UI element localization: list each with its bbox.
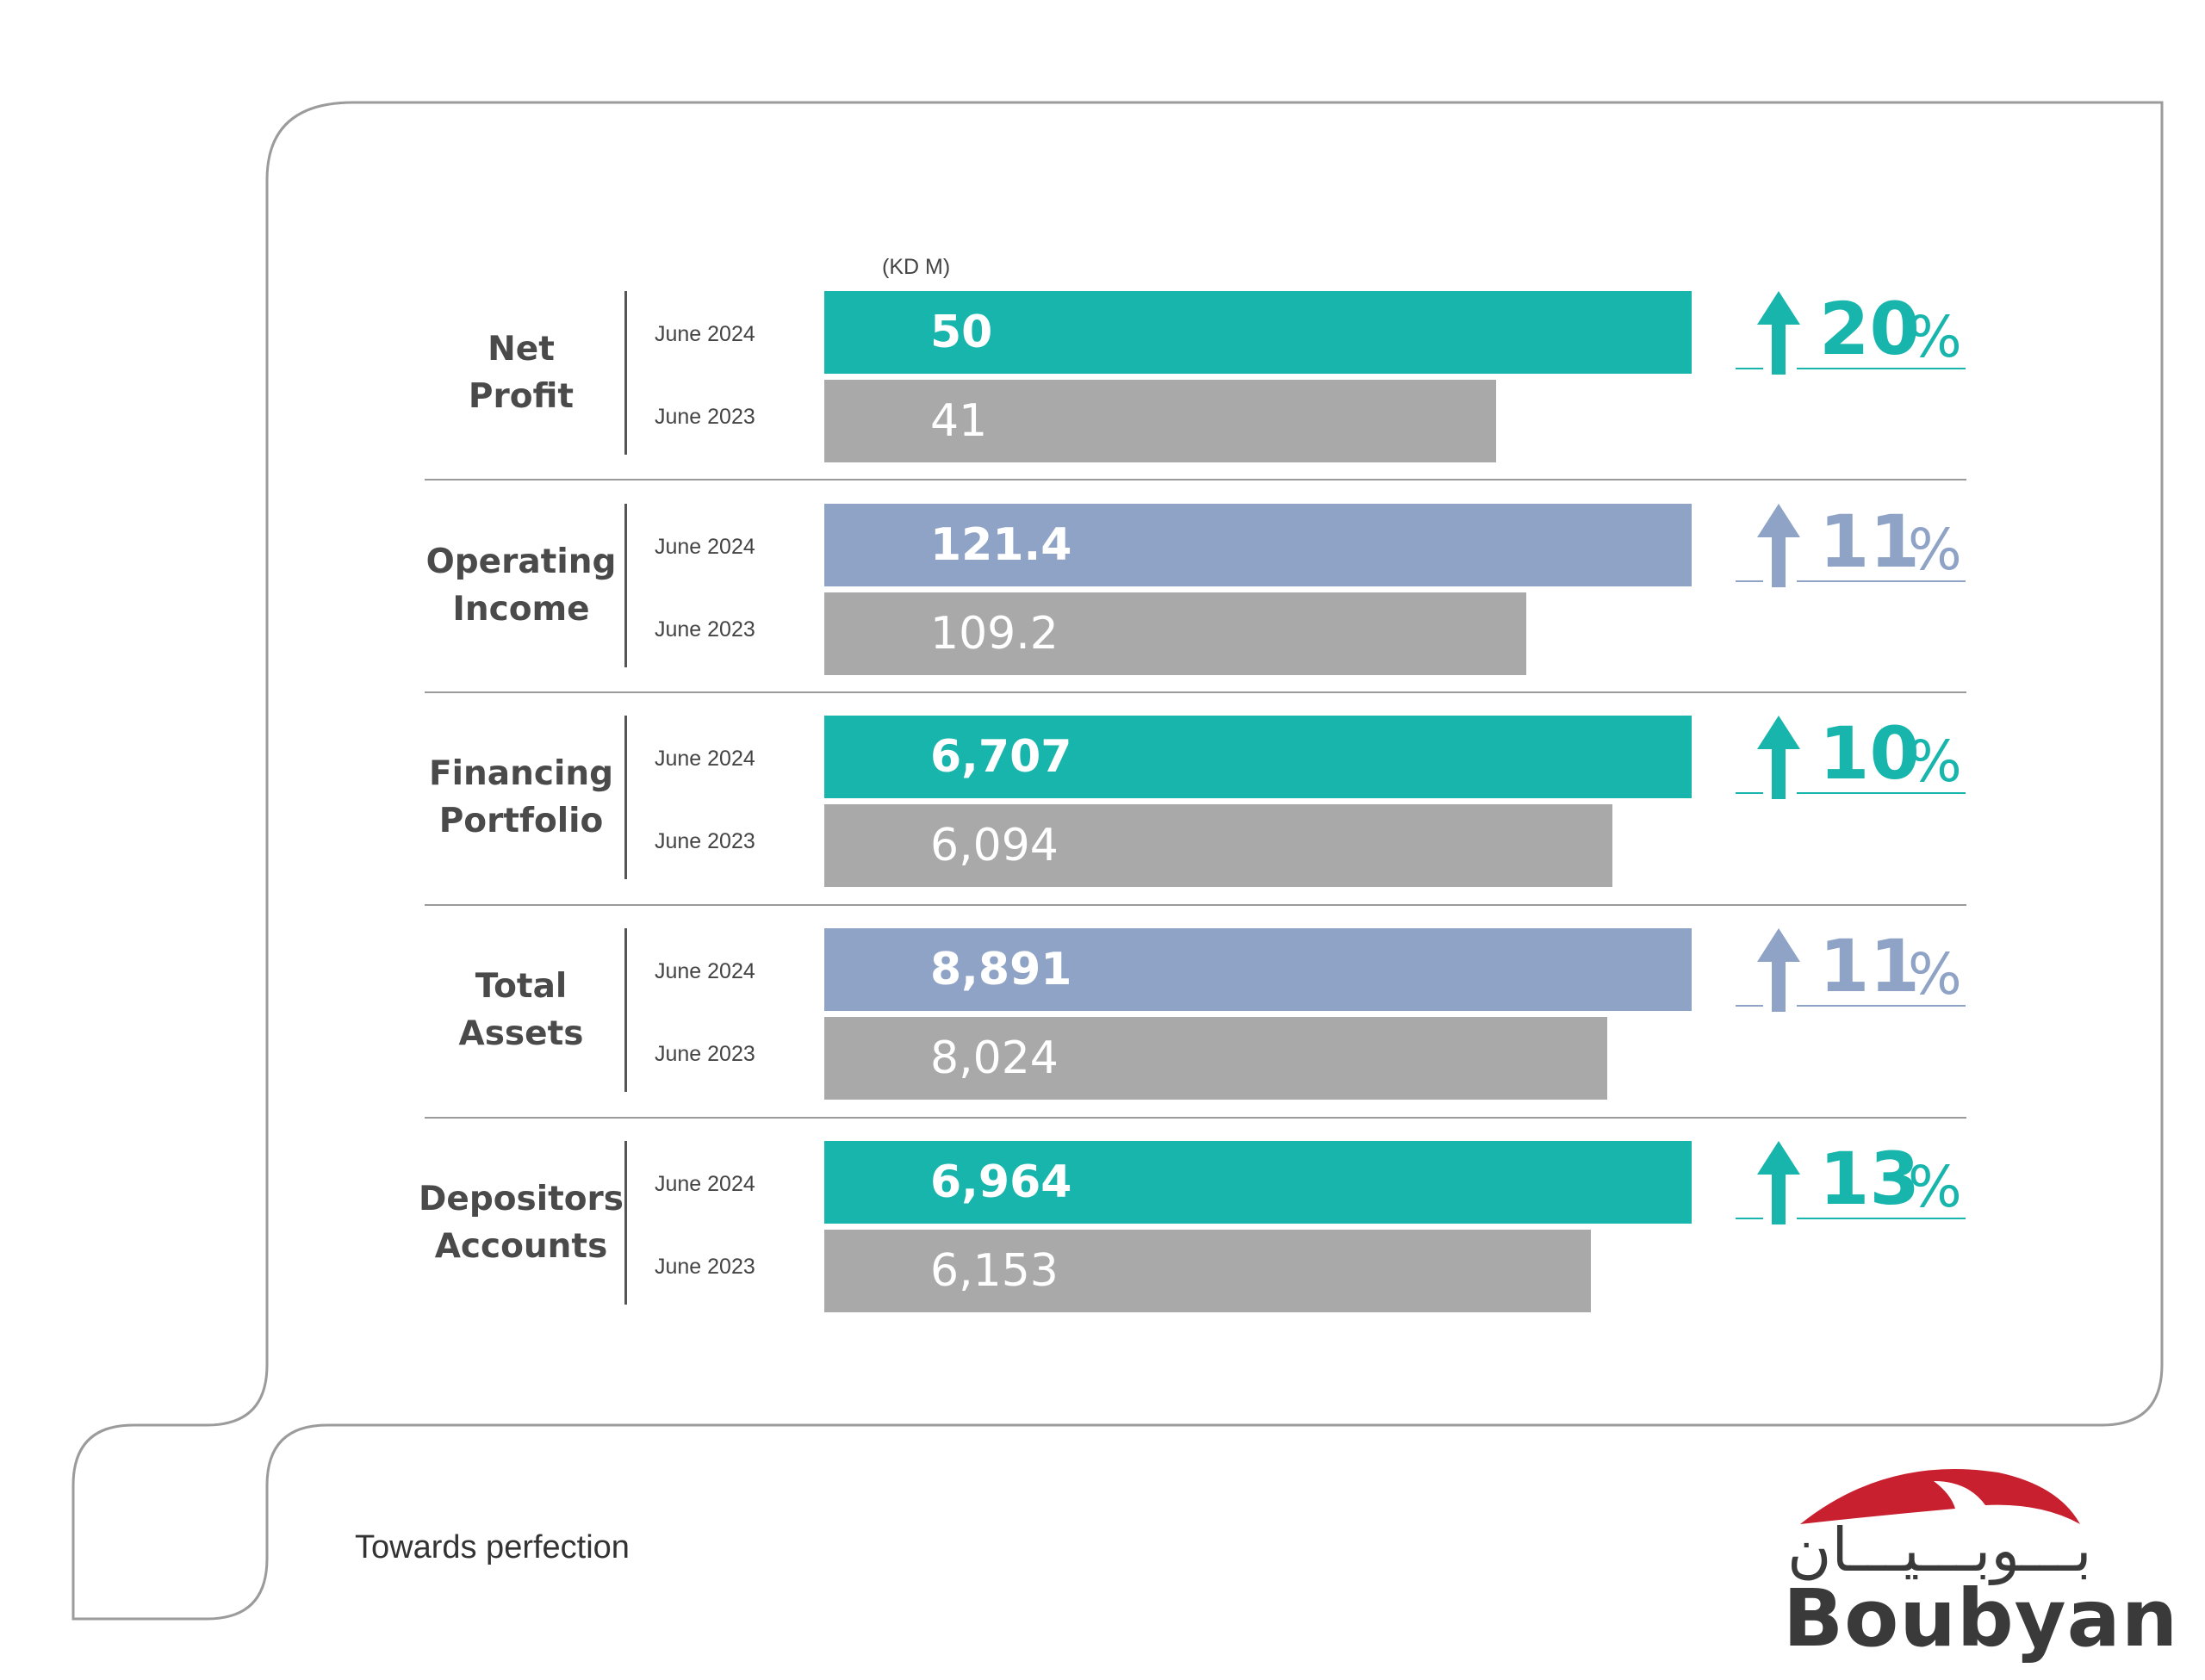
group-separator [425, 691, 1966, 693]
growth-value: 20 [1819, 287, 1920, 371]
period-label: June 2024 [655, 322, 755, 346]
category-label-line: Net [488, 330, 555, 369]
category-divider [624, 1141, 627, 1305]
group-separator [425, 479, 1966, 480]
logo-wordmark: Boubyan [1783, 1572, 2179, 1665]
bar-value-label: 41 [930, 395, 988, 447]
bar-value-label: 8,024 [930, 1032, 1059, 1084]
bar-value-label: 109.2 [930, 608, 1059, 660]
growth-value: 10 [1819, 711, 1920, 796]
category-label-line: Financing [428, 754, 614, 793]
logo-arabic-text: بـــوبـــيـــان [1787, 1515, 2092, 1585]
growth-underline [1797, 580, 1966, 582]
period-label: June 2023 [655, 829, 755, 853]
growth-underline [1797, 1218, 1966, 1219]
bar-value-label: 50 [930, 307, 993, 358]
bar-previous-operating-income: 109.2 [824, 592, 1526, 675]
period-label: June 2023 [655, 405, 755, 429]
category-label-line: Operating [425, 542, 617, 581]
category-label-line: Portfolio [438, 802, 604, 840]
period-label: June 2024 [655, 959, 755, 983]
category-label-depositors-accounts: Depositors Accounts [405, 1175, 637, 1270]
category-label-line: Profit [468, 377, 575, 416]
period-label: June 2024 [655, 747, 755, 771]
category-divider [624, 716, 627, 879]
growth-underline [1736, 368, 1763, 369]
growth-indicator-depositors-accounts: 13% [1731, 1138, 1972, 1233]
growth-value: 11 [1819, 924, 1920, 1008]
bar-value-label: 6,153 [930, 1245, 1059, 1297]
period-label: June 2023 [655, 617, 755, 642]
growth-indicator-operating-income: 11% [1731, 501, 1972, 596]
bar-previous-net-profit: 41 [824, 380, 1496, 462]
arrow-up-icon [1757, 1141, 1800, 1224]
category-label-total-assets: Total Assets [405, 963, 637, 1057]
growth-underline [1736, 1005, 1763, 1007]
growth-value: 13 [1819, 1137, 1920, 1221]
growth-indicator-financing-portfolio: 10% [1731, 713, 1972, 808]
growth-indicator-total-assets: 11% [1731, 926, 1972, 1020]
category-divider [624, 291, 627, 455]
category-label-line: Income [452, 590, 590, 629]
bar-current-financing-portfolio: 6,707 [824, 716, 1692, 798]
bar-current-total-assets: 8,891 [824, 928, 1692, 1011]
bar-current-net-profit: 50 [824, 291, 1692, 374]
category-label-net-profit: Net Profit [405, 325, 637, 420]
category-label-operating-income: Operating Income [405, 538, 637, 633]
growth-underline [1797, 792, 1966, 794]
bar-value-label: 6,094 [930, 820, 1059, 871]
arrow-up-icon [1757, 291, 1800, 375]
period-label: June 2023 [655, 1255, 755, 1279]
category-divider [624, 928, 627, 1092]
period-label: June 2023 [655, 1042, 755, 1066]
growth-percent-sign: % [1908, 304, 1962, 370]
bar-previous-total-assets: 8,024 [824, 1017, 1607, 1100]
category-label-line: Accounts [434, 1227, 608, 1266]
growth-underline [1736, 580, 1763, 582]
arrow-up-icon [1757, 928, 1800, 1012]
bar-value-label: 6,707 [930, 731, 1072, 783]
unit-label: (KD M) [882, 255, 951, 279]
growth-percent-sign: % [1908, 1154, 1962, 1220]
growth-underline [1736, 1218, 1763, 1219]
category-label-line: Total [475, 967, 568, 1006]
category-label-line: Depositors [419, 1180, 624, 1218]
growth-underline [1797, 1005, 1966, 1007]
bar-current-operating-income: 121.4 [824, 504, 1692, 586]
group-separator [425, 904, 1966, 906]
growth-indicator-net-profit: 20% [1731, 288, 1972, 383]
growth-value: 11 [1819, 499, 1920, 584]
growth-percent-sign: % [1908, 517, 1962, 583]
group-separator [425, 1117, 1966, 1119]
growth-percent-sign: % [1908, 728, 1962, 795]
bar-value-label: 6,964 [930, 1156, 1072, 1208]
bar-current-depositors-accounts: 6,964 [824, 1141, 1692, 1224]
category-divider [624, 504, 627, 667]
period-label: June 2024 [655, 535, 755, 559]
period-label: June 2024 [655, 1172, 755, 1196]
bar-previous-financing-portfolio: 6,094 [824, 804, 1612, 887]
boubyan-logo-arc [1800, 1469, 2080, 1524]
bar-previous-depositors-accounts: 6,153 [824, 1230, 1591, 1312]
arrow-up-icon [1757, 716, 1800, 799]
growth-underline [1736, 792, 1763, 794]
category-label-financing-portfolio: Financing Portfolio [405, 750, 637, 845]
category-label-line: Assets [458, 1014, 584, 1053]
tagline: Towards perfection [355, 1529, 630, 1565]
bar-value-label: 121.4 [930, 519, 1072, 571]
growth-underline [1797, 368, 1966, 369]
growth-percent-sign: % [1908, 941, 1962, 1007]
arrow-up-icon [1757, 504, 1800, 587]
bar-value-label: 8,891 [930, 944, 1072, 995]
